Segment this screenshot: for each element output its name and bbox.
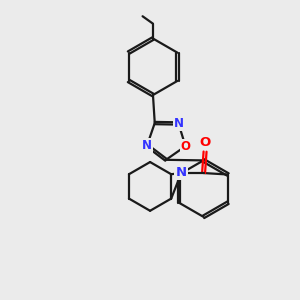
Text: N: N [173, 117, 184, 130]
Text: N: N [176, 166, 187, 179]
Text: O: O [200, 136, 211, 149]
Text: N: N [142, 139, 152, 152]
Text: O: O [181, 140, 190, 153]
